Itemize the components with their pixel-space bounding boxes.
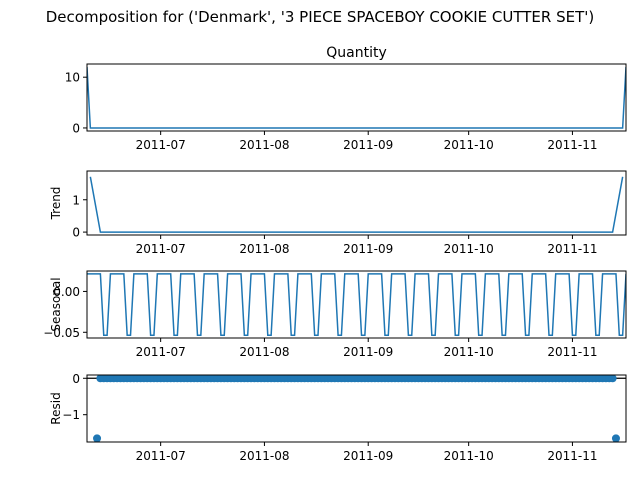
x-tick-label: 2011-11 bbox=[547, 242, 597, 256]
x-tick-label: 2011-07 bbox=[136, 138, 186, 152]
panel-title: Quantity bbox=[326, 45, 387, 61]
axes-frame bbox=[86, 63, 627, 132]
x-tick-label: 2011-11 bbox=[547, 449, 597, 463]
resid-point bbox=[93, 434, 102, 442]
y-tick-label: −1 bbox=[62, 408, 80, 422]
x-tick-label: 2011-09 bbox=[343, 449, 393, 463]
x-tick-label: 2011-11 bbox=[547, 138, 597, 152]
plot-area bbox=[87, 67, 626, 129]
y-axis-label: Trend bbox=[49, 187, 63, 221]
x-tick-label: 2011-08 bbox=[239, 449, 289, 463]
panel-4: Resid 0 −1 2011-07 2011-08 2011-09 2011-10 2011… bbox=[49, 372, 627, 463]
resid-point bbox=[611, 434, 620, 442]
x-tick-label: 2011-09 bbox=[343, 242, 393, 256]
axes-frame bbox=[86, 170, 627, 236]
y-tick-label: 0 bbox=[72, 226, 80, 240]
x-tick-label: 2011-08 bbox=[239, 138, 289, 152]
y-tick-label: 0.00 bbox=[53, 285, 80, 299]
x-tick-label: 2011-10 bbox=[444, 242, 494, 256]
panel-2: Trend 0 1 2011-07 2011-08 2011-09 2011-10 2011-… bbox=[49, 170, 627, 256]
figure-title: Decomposition for ('Denmark', '3 PIECE S… bbox=[46, 8, 594, 26]
x-tick-label: 2011-07 bbox=[136, 449, 186, 463]
plot-area bbox=[89, 176, 624, 233]
x-tick-label: 2011-11 bbox=[547, 345, 597, 359]
x-tick-label: 2011-09 bbox=[343, 345, 393, 359]
axes-frame bbox=[86, 374, 627, 443]
y-axis-label: Seasonal bbox=[49, 277, 63, 331]
x-tick-label: 2011-10 bbox=[444, 138, 494, 152]
y-tick-label: 1 bbox=[72, 193, 80, 207]
y-axis-label: Resid bbox=[49, 392, 63, 424]
y-tick-label: 0 bbox=[72, 121, 80, 135]
x-tick-label: 2011-08 bbox=[239, 242, 289, 256]
y-tick-label: 10 bbox=[65, 71, 80, 85]
series-line bbox=[89, 176, 624, 233]
x-tick-label: 2011-07 bbox=[136, 242, 186, 256]
series-line bbox=[87, 67, 626, 129]
x-tick-label: 2011-08 bbox=[239, 345, 289, 359]
plot-area bbox=[87, 273, 626, 336]
panel-1: Quantity 0 10 2011-07 2011-08 2011-09 2011-10 2… bbox=[65, 45, 627, 152]
x-tick-label: 2011-07 bbox=[136, 345, 186, 359]
resid-point bbox=[608, 375, 617, 383]
series-line bbox=[87, 273, 626, 336]
x-tick-label: 2011-10 bbox=[444, 345, 494, 359]
y-tick-label: 0 bbox=[72, 372, 80, 386]
y-tick-label: −0.05 bbox=[43, 326, 80, 340]
x-tick-label: 2011-10 bbox=[444, 449, 494, 463]
plot-area bbox=[87, 375, 626, 442]
x-tick-label: 2011-09 bbox=[343, 138, 393, 152]
axes-frame bbox=[86, 270, 627, 339]
